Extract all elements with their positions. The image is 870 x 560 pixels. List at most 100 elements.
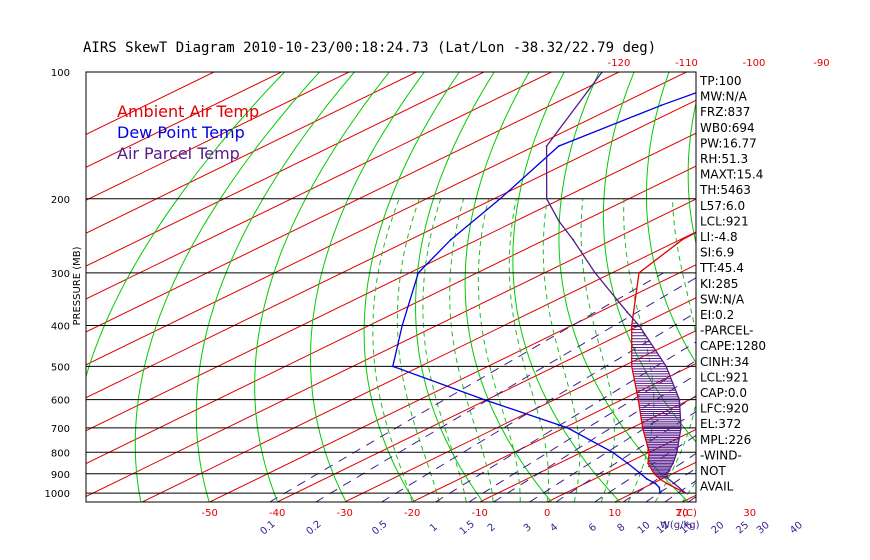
- index-entry: MPL:226: [700, 433, 751, 447]
- parcel-temp-point: [545, 197, 548, 200]
- dewpoint-temp-point: [645, 477, 648, 480]
- mixing-ratio-tick-label: 25: [734, 520, 751, 537]
- parcel-temp-point: [666, 472, 668, 475]
- bottom-temp-tick-label: 0: [544, 508, 550, 519]
- ambient-temp-point: [630, 365, 633, 368]
- mixing-ratio-tick-label: 30: [755, 520, 772, 537]
- mixing-ratio-line: [493, 374, 696, 502]
- dewpoint-temp-point: [566, 427, 569, 429]
- dry-adiabat-line: [195, 72, 355, 502]
- pressure-axis: 100 200 300 400 500 600 700 800 900 1000: [45, 68, 70, 500]
- parcel-temp-point: [558, 220, 560, 223]
- index-entry: TT:45.4: [699, 261, 744, 275]
- ambient-temp-point: [681, 238, 684, 241]
- top-temp-tick-label: -90: [813, 58, 829, 69]
- mixing-ratio-line: [315, 277, 696, 502]
- isotherm-line: [479, 395, 696, 502]
- parcel-temp-point: [626, 311, 629, 314]
- isotherm-line: [86, 72, 687, 366]
- moist-adiabat-line: [817, 199, 870, 502]
- index-entry: L57:6.0: [700, 199, 745, 213]
- isotherm-line: [276, 297, 696, 502]
- dewpoint-temp-point: [391, 365, 394, 368]
- ambient-temp-point: [862, 145, 864, 147]
- parcel-temp-point: [545, 145, 548, 148]
- index-entry: RH:51.3: [700, 152, 748, 166]
- index-entry: LFC:920: [700, 402, 749, 416]
- mixing-ratio-lines: [269, 272, 870, 502]
- index-entry: CAPE:1280: [700, 339, 766, 353]
- index-entry: LI:-4.8: [700, 230, 738, 244]
- ambient-temp-point: [641, 427, 644, 429]
- mixing-ratio-line: [744, 273, 870, 502]
- moist-adiabat-line: [396, 198, 440, 502]
- dry-adiabat-line: [646, 72, 696, 364]
- pressure-tick-label: 500: [51, 362, 70, 373]
- bottom-temp-tick-label: -50: [202, 508, 218, 519]
- top-temp-tick-label: -120: [608, 58, 631, 69]
- isotherm-line: [546, 428, 696, 502]
- index-entry: LCL:921: [700, 214, 749, 228]
- index-entry: MW:N/A: [700, 90, 748, 104]
- mixing-ratio-axis-label: W(g/kg): [660, 520, 700, 531]
- bottom-temp-tick-label: 10: [608, 508, 621, 519]
- moist-adiabat-line: [508, 198, 549, 502]
- index-entry: -PARCEL-: [700, 324, 754, 338]
- plot-frame: [85, 71, 697, 503]
- dry-adiabat-line: [602, 72, 696, 443]
- mixing-ratio-line: [664, 480, 696, 502]
- moist-adiabat-line: [654, 198, 696, 502]
- moist-adiabat-line: [372, 198, 413, 502]
- index-entry: WB0:694: [700, 121, 755, 135]
- cape-hatching: [631, 319, 681, 479]
- mixing-ratio-line: [645, 467, 696, 502]
- dewpoint-temp-point: [417, 272, 420, 274]
- dry-adiabat-line: [363, 72, 460, 502]
- temp-axis-label: T(C): [675, 508, 697, 519]
- dewpoint-temp-point: [659, 492, 661, 494]
- mixing-ratio-tick-label: 40: [788, 520, 805, 537]
- mixing-ratio-line: [269, 272, 664, 502]
- pressure-tick-label: 400: [51, 322, 70, 333]
- isotherm-lines: [86, 72, 870, 502]
- isotherm-line: [344, 330, 696, 502]
- dry-adiabat-line: [806, 72, 870, 502]
- index-entry: MAXT:15.4: [700, 168, 763, 182]
- isotherm-line: [86, 132, 696, 432]
- isotherm-line: [86, 165, 696, 465]
- index-entry: FRZ:837: [700, 105, 750, 119]
- y-axis-title: PRESSURE (MB): [72, 246, 83, 325]
- index-entry: TH:5463: [699, 183, 751, 197]
- isotherm-line: [817, 72, 870, 502]
- dry-adiabat-line: [512, 72, 621, 502]
- ambient-temp-point: [647, 462, 649, 465]
- mixing-ratio-line: [381, 312, 696, 502]
- parcel-temp-point: [572, 238, 574, 241]
- bottom-temp-tick-label: -30: [337, 508, 353, 519]
- dewpoint-temp-point: [753, 71, 755, 73]
- isotherm-line: [86, 198, 696, 498]
- parcel-temp-point: [673, 482, 676, 485]
- isotherm-line: [86, 72, 485, 267]
- mixing-ratio-axis: 0.1 0.2 0.5 1 1.5 2 3 4 6 8 10 12 15 20 25 30 40: [258, 519, 804, 538]
- parcel-temp-point: [680, 427, 682, 429]
- dry-adiabat-line: [310, 72, 425, 502]
- dewpoint-temp-point: [639, 472, 642, 475]
- isotherm-line: [209, 264, 696, 502]
- dewpoint-temp-point: [450, 238, 452, 241]
- mixing-ratio-tick-label: 0.5: [370, 519, 389, 538]
- bottom-temp-tick-label: -20: [404, 508, 420, 519]
- mixing-ratio-tick-label: 3: [522, 522, 534, 535]
- index-entry: EI:0.2: [700, 308, 734, 322]
- dewpoint-temp-point: [626, 462, 629, 465]
- index-entry: CAP:0.0: [700, 386, 747, 400]
- pressure-tick-label: 600: [51, 396, 70, 407]
- pressure-tick-label: 700: [51, 424, 70, 435]
- parcel-temp-point: [594, 272, 596, 274]
- ambient-temp-point: [658, 477, 661, 480]
- dry-adiabat-line: [768, 72, 870, 502]
- index-entry: EL:372: [700, 417, 741, 431]
- ambient-temp-point: [666, 482, 668, 485]
- dewpoint-temp-point: [611, 451, 614, 454]
